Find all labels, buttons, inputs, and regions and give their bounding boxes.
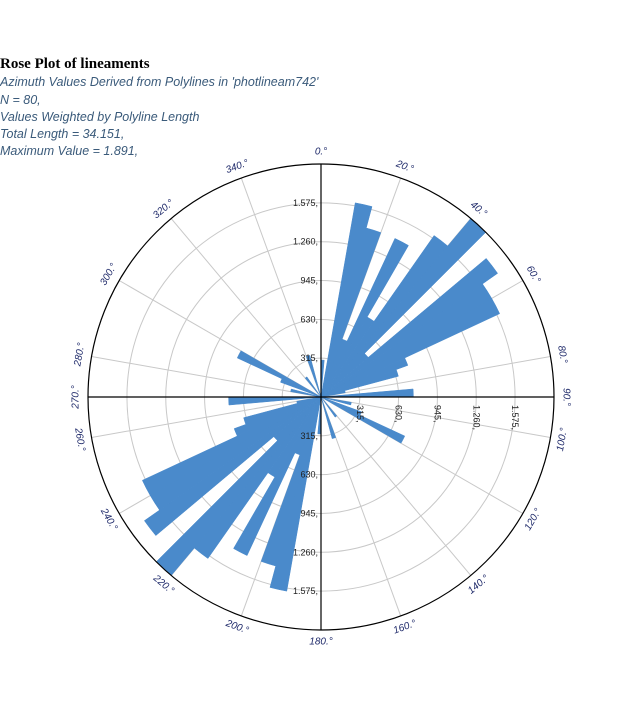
rose-bar-205 [233,396,322,556]
grid-spoke-80 [320,356,551,398]
ring-label-right-3: 1.260, [471,405,481,430]
azimuth-label-90: 90.° [560,388,571,406]
rose-bar-100 [320,396,352,406]
ring-label-right-0: 315, [355,405,365,423]
azimuth-label-260: 260.° [72,426,87,452]
azimuth-label-60: 60.° [524,264,542,285]
ring-label-down-2: 945, [300,508,318,518]
ring-label-up-1: 630, [300,314,318,324]
subtitle-total-length: Total Length = 34.151, [0,127,125,141]
ring-label-right-1: 630, [394,405,404,423]
azimuth-label-100: 100.° [555,427,570,452]
azimuth-label-280: 280.° [72,342,87,368]
rose-bar-50 [320,258,498,398]
ring-label-up-0: 315, [300,353,318,363]
ring-label-down-3: 1.260, [293,547,318,557]
ring-label-up-2: 945, [300,276,318,286]
rose-bar-25 [320,238,409,398]
grid-spoke-100 [320,396,551,438]
ring-label-up-4: 1.575, [293,198,318,208]
chart-title: Rose Plot of lineaments [0,56,150,72]
rose-bar-280 [290,388,322,398]
rose-bar-15 [320,227,382,398]
subtitle-count: N = 80, [0,93,41,107]
azimuth-label-180: 180.° [309,637,332,648]
ring-label-down-0: 315, [300,431,318,441]
rose-bar-320 [304,376,322,398]
rose-bar-65 [320,357,409,398]
azimuth-label-20: 20.° [394,158,416,175]
grid-spoke-320 [170,218,322,398]
azimuth-label-300: 300.° [98,262,119,288]
grid-spoke-280 [91,356,322,398]
rose-bar-250 [243,396,322,425]
ring-label-right-2: 945, [432,405,442,423]
subtitle-source: Azimuth Values Derived from Polylines in… [0,75,319,89]
rose-bar-70 [320,369,399,398]
rose-bar-115 [320,396,406,444]
rose-bar-195 [260,396,322,567]
azimuth-label-80: 80.° [555,345,569,365]
grid-spoke-140 [320,396,472,576]
azimuth-label-160: 160.° [392,618,418,636]
rose-bar-245 [233,396,322,437]
rose-bar-160 [320,396,337,439]
ring-label-down-4: 1.575, [293,586,318,596]
subtitle-max-value: Maximum Value = 1.891, [0,144,139,158]
rose-bar-255 [296,396,322,404]
ring-label-right-4: 1.575, [510,405,520,430]
azimuth-label-200: 200.° [223,618,250,637]
grid-spoke-260 [91,396,322,438]
ring-label-up-3: 1.260, [293,237,318,247]
subtitle-weighting: Values Weighted by Polyline Length [0,110,200,124]
rose-bar-230 [144,396,322,536]
rose-bar-240 [141,396,322,496]
azimuth-label-340: 340.° [224,158,250,176]
rose-bar-140 [320,396,338,418]
azimuth-label-120: 120.° [523,507,544,533]
azimuth-label-0: 0.° [315,147,327,158]
ring-label-down-1: 630, [300,470,318,480]
rose-bar-295 [236,350,322,398]
rose-bar-60 [320,298,501,398]
azimuth-label-270: 270.° [71,385,82,409]
rose-bar-340 [305,355,322,398]
rose-bar-75 [320,390,346,398]
azimuth-label-40: 40.° [468,199,489,219]
azimuth-label-240: 240.° [98,506,120,533]
